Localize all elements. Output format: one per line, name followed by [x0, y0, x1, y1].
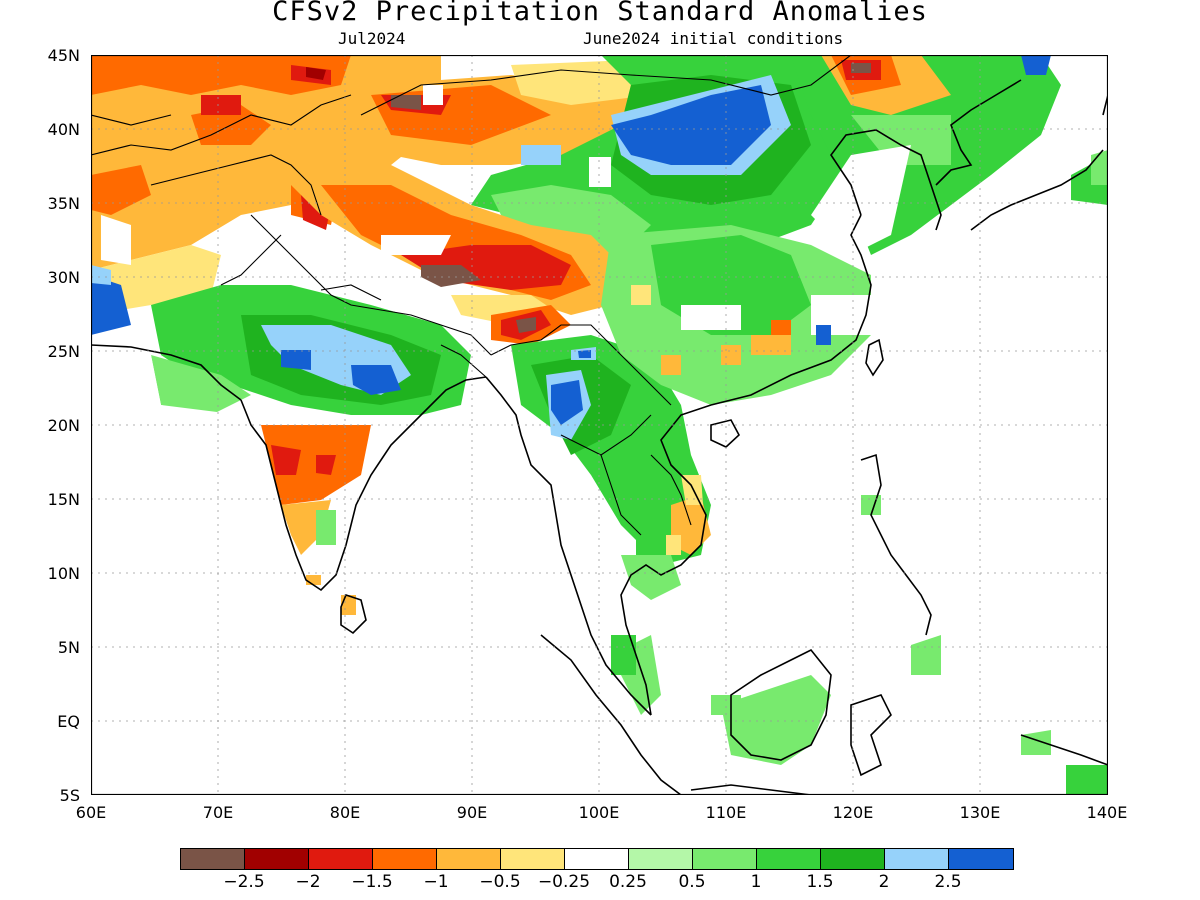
lon-label-120e: 120E	[832, 803, 874, 822]
initial-conditions: June2024 initial conditions	[583, 29, 844, 48]
anomaly-region-borneo	[721, 675, 831, 765]
lat-label-5s: 5S	[59, 786, 80, 805]
lat-label-40n: 40N	[47, 120, 80, 139]
colorbar-swatch	[821, 849, 885, 869]
forecast-month: Jul2024	[338, 29, 406, 48]
lat-label-5n: 5N	[57, 638, 80, 657]
lat-label-15n: 15N	[47, 490, 80, 509]
lon-label-130e: 130E	[959, 803, 1001, 822]
colorbar-tick-label: −1.5	[351, 872, 393, 892]
lat-label-30n: 30N	[47, 268, 80, 287]
colorbar-swatch	[565, 849, 629, 869]
lon-label-140e: 140E	[1086, 803, 1128, 822]
colorbar-swatch	[629, 849, 693, 869]
map-title: CFSv2 Precipitation Standard Anomalies	[272, 0, 928, 27]
colorbar-tick-label: 2.5	[934, 872, 962, 892]
anomaly-region-nw-dry	[91, 55, 441, 270]
colorbar-tick-label: −2.5	[223, 872, 265, 892]
colorbar-tick-label: −1	[423, 872, 449, 892]
colorbar-tick-label: 2	[878, 872, 890, 892]
lon-label-110e: 110E	[705, 803, 747, 822]
colorbar-swatch	[245, 849, 309, 869]
lat-label-10n: 10N	[47, 564, 80, 583]
lat-label-35n: 35N	[47, 194, 80, 213]
colorbar-swatch	[885, 849, 949, 869]
lat-label-25n: 25N	[47, 342, 80, 361]
lon-label-100e: 100E	[578, 803, 620, 822]
colorbar-swatch	[501, 849, 565, 869]
colorbar-tick-label: 1	[750, 872, 762, 892]
country-borders	[91, 55, 852, 536]
colorbar-swatch	[309, 849, 373, 869]
colorbar-tick-label: −2	[295, 872, 321, 892]
colorbar-tick-label: −0.5	[479, 872, 521, 892]
lon-label-60e: 60E	[75, 803, 107, 822]
lat-label-20n: 20N	[47, 416, 80, 435]
precipitation-anomaly-map	[90, 54, 1109, 796]
colorbar-tick-label: 0.5	[678, 872, 706, 892]
lat-label-45n: 45N	[47, 46, 80, 65]
colorbar-swatch	[437, 849, 501, 869]
colorbar-tick-label: −0.25	[537, 872, 591, 892]
coastlines	[91, 79, 1108, 795]
graticule	[91, 55, 1108, 795]
colorbar	[180, 848, 1014, 870]
lon-label-80e: 80E	[329, 803, 361, 822]
colorbar-swatch	[757, 849, 821, 869]
map-frame	[90, 54, 1109, 796]
colorbar-swatch	[949, 849, 1013, 869]
colorbar-swatch	[181, 849, 245, 869]
colorbar-swatch	[693, 849, 757, 869]
colorbar-swatch	[373, 849, 437, 869]
lon-label-90e: 90E	[456, 803, 488, 822]
lat-label-eq: EQ	[57, 712, 80, 731]
colorbar-tick-label: 1.5	[806, 872, 834, 892]
lon-label-70e: 70E	[202, 803, 234, 822]
colorbar-tick-label: 0.25	[609, 872, 647, 892]
